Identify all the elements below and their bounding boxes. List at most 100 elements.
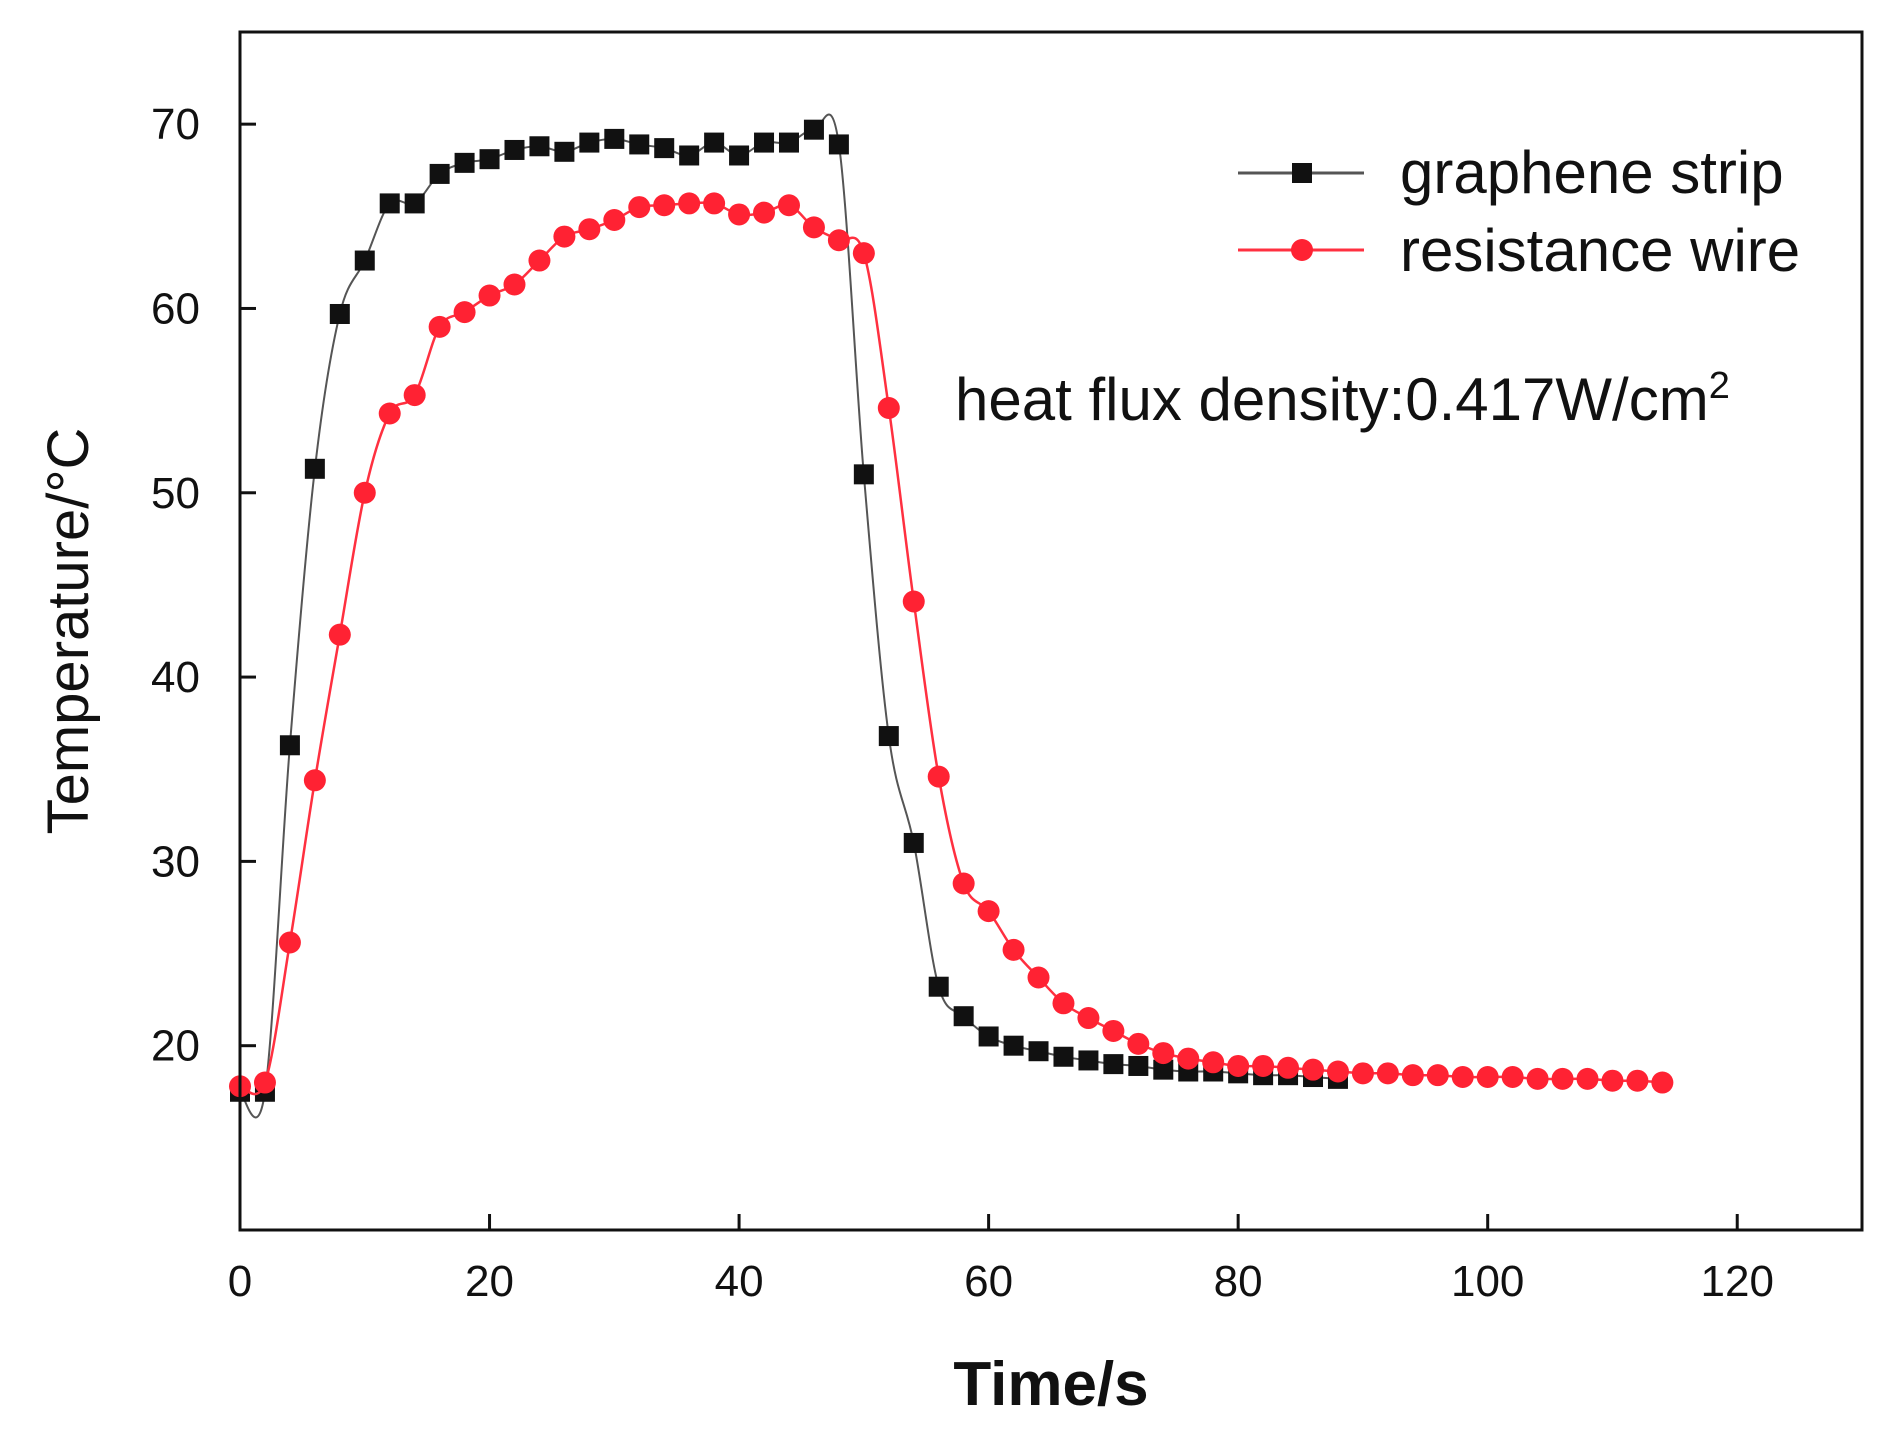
data-point-resistance-wire bbox=[1601, 1069, 1624, 1092]
data-point-resistance-wire bbox=[1077, 1007, 1100, 1030]
data-point-resistance-wire bbox=[1102, 1019, 1125, 1042]
legend-entry-resistance-wire: resistance wire bbox=[1238, 217, 1800, 284]
data-point-graphene-strip bbox=[654, 138, 675, 159]
data-point-graphene-strip bbox=[454, 152, 475, 173]
data-point-resistance-wire bbox=[553, 225, 576, 248]
data-point-graphene-strip bbox=[1028, 1041, 1049, 1062]
ticks-layer: 0 20 40 60 80 100 120 20 30 40 50 60 70 bbox=[151, 100, 1774, 1306]
data-point-graphene-strip bbox=[1053, 1046, 1074, 1067]
x-axis-title: Time/s bbox=[953, 1350, 1148, 1419]
data-point-resistance-wire bbox=[1451, 1066, 1474, 1089]
x-tick-label: 80 bbox=[1214, 1257, 1263, 1306]
data-point-resistance-wire bbox=[328, 623, 351, 646]
data-point-resistance-wire bbox=[777, 194, 800, 217]
data-point-resistance-wire bbox=[1626, 1069, 1649, 1092]
data-point-graphene-strip bbox=[729, 145, 750, 166]
data-point-resistance-wire bbox=[1501, 1066, 1524, 1089]
data-point-resistance-wire bbox=[1576, 1067, 1599, 1090]
data-point-graphene-strip bbox=[1128, 1055, 1149, 1076]
data-point-resistance-wire bbox=[1052, 992, 1075, 1015]
data-point-graphene-strip bbox=[1103, 1054, 1124, 1075]
data-point-graphene-strip bbox=[504, 139, 525, 160]
plot-frame bbox=[238, 30, 1864, 1232]
data-point-resistance-wire bbox=[1152, 1042, 1175, 1065]
data-point-graphene-strip bbox=[803, 119, 824, 140]
y-axis-title: Temperature/°C bbox=[36, 428, 101, 835]
data-point-graphene-strip bbox=[1003, 1035, 1024, 1056]
x-tick-label: 40 bbox=[715, 1257, 764, 1306]
y-tick-label: 60 bbox=[151, 284, 200, 333]
data-point-resistance-wire bbox=[927, 765, 950, 788]
data-point-resistance-wire bbox=[428, 315, 451, 338]
legend: graphene strip resistance wire bbox=[1238, 139, 1800, 284]
data-point-resistance-wire bbox=[1002, 938, 1025, 961]
data-point-graphene-strip bbox=[629, 134, 650, 155]
x-tick-label: 20 bbox=[465, 1257, 514, 1306]
data-point-resistance-wire bbox=[1401, 1064, 1424, 1087]
data-point-resistance-wire bbox=[303, 769, 326, 792]
data-point-resistance-wire bbox=[403, 384, 426, 407]
series-layer bbox=[229, 113, 1674, 1119]
heat-flux-annotation: heat flux density:0.417W/cm2 bbox=[955, 365, 1730, 433]
data-point-graphene-strip bbox=[329, 303, 350, 324]
legend-label-resistance-wire: resistance wire bbox=[1400, 217, 1800, 284]
x-tick-label: 100 bbox=[1451, 1257, 1524, 1306]
y-tick-label: 70 bbox=[151, 100, 200, 149]
data-point-resistance-wire bbox=[1177, 1047, 1200, 1070]
data-point-graphene-strip bbox=[604, 128, 625, 149]
data-point-graphene-strip bbox=[404, 193, 425, 214]
y-tick-label: 30 bbox=[151, 837, 200, 886]
data-point-graphene-strip bbox=[828, 134, 849, 155]
data-point-graphene-strip bbox=[878, 726, 899, 747]
data-point-resistance-wire bbox=[1202, 1051, 1225, 1074]
data-point-resistance-wire bbox=[703, 192, 726, 215]
data-point-graphene-strip bbox=[778, 132, 799, 153]
data-point-resistance-wire bbox=[1426, 1064, 1449, 1087]
data-point-resistance-wire bbox=[802, 216, 825, 239]
data-point-graphene-strip bbox=[679, 145, 700, 166]
annotation-text: heat flux density:0.417W/cm bbox=[955, 366, 1709, 433]
data-point-resistance-wire bbox=[1027, 966, 1050, 989]
data-point-resistance-wire bbox=[678, 192, 701, 215]
data-point-resistance-wire bbox=[278, 931, 301, 954]
data-point-resistance-wire bbox=[1476, 1066, 1499, 1089]
data-point-graphene-strip bbox=[554, 141, 575, 162]
data-point-resistance-wire bbox=[1376, 1062, 1399, 1085]
data-point-resistance-wire bbox=[1551, 1067, 1574, 1090]
y-tick-label: 20 bbox=[151, 1022, 200, 1071]
data-point-resistance-wire bbox=[1277, 1056, 1300, 1079]
data-point-resistance-wire bbox=[378, 402, 401, 425]
data-point-resistance-wire bbox=[1651, 1071, 1674, 1094]
y-tick-label: 40 bbox=[151, 653, 200, 702]
data-point-graphene-strip bbox=[903, 832, 924, 853]
data-point-resistance-wire bbox=[1127, 1032, 1150, 1055]
data-point-graphene-strip bbox=[304, 458, 325, 479]
data-point-graphene-strip bbox=[953, 1006, 974, 1027]
data-point-resistance-wire bbox=[1302, 1058, 1325, 1081]
data-point-graphene-strip bbox=[579, 132, 600, 153]
data-point-graphene-strip bbox=[429, 163, 450, 184]
data-point-graphene-strip bbox=[1153, 1059, 1174, 1080]
data-point-resistance-wire bbox=[503, 273, 526, 296]
data-point-graphene-strip bbox=[704, 132, 725, 153]
data-point-graphene-strip bbox=[479, 149, 500, 170]
data-point-resistance-wire bbox=[827, 229, 850, 252]
data-point-resistance-wire bbox=[877, 396, 900, 419]
data-point-graphene-strip bbox=[279, 735, 300, 756]
data-point-resistance-wire bbox=[1526, 1067, 1549, 1090]
x-tick-label: 120 bbox=[1701, 1257, 1774, 1306]
data-point-graphene-strip bbox=[928, 976, 949, 997]
data-point-resistance-wire bbox=[628, 196, 651, 219]
data-point-resistance-wire bbox=[353, 481, 376, 504]
data-point-resistance-wire bbox=[1326, 1060, 1349, 1083]
data-point-resistance-wire bbox=[253, 1071, 276, 1094]
data-point-graphene-strip bbox=[853, 464, 874, 485]
legend-marker-resistance-wire bbox=[1291, 239, 1313, 261]
legend-label-graphene-strip: graphene strip bbox=[1400, 139, 1784, 206]
data-point-resistance-wire bbox=[1227, 1054, 1250, 1077]
data-point-graphene-strip bbox=[1078, 1050, 1099, 1071]
data-point-resistance-wire bbox=[578, 218, 601, 241]
data-point-resistance-wire bbox=[753, 201, 776, 224]
